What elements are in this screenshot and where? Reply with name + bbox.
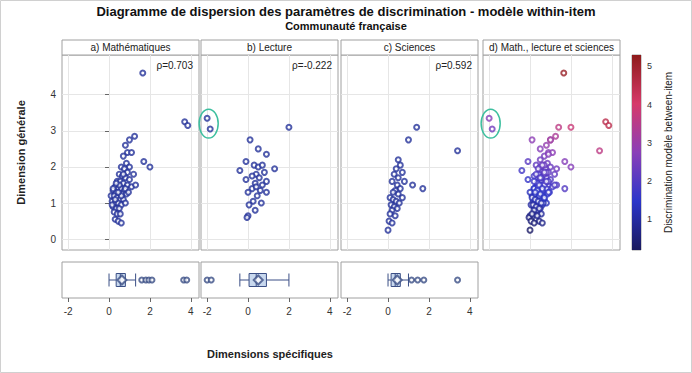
svg-text:-2: -2: [64, 306, 73, 317]
svg-text:b) Lecture: b) Lecture: [247, 42, 292, 53]
svg-text:4: 4: [327, 306, 333, 317]
svg-text:0: 0: [50, 234, 56, 245]
svg-text:a) Mathématiques: a) Mathématiques: [90, 42, 170, 53]
svg-text:-2: -2: [203, 306, 212, 317]
svg-text:ρ=-0.222: ρ=-0.222: [292, 60, 332, 71]
svg-text:2: 2: [647, 176, 652, 186]
svg-text:2: 2: [426, 306, 432, 317]
svg-text:d) Math., lecture et sciences: d) Math., lecture et sciences: [489, 42, 614, 53]
svg-text:2: 2: [286, 306, 292, 317]
svg-text:1: 1: [50, 198, 56, 209]
svg-text:Dimension générale: Dimension générale: [15, 100, 27, 205]
svg-text:4: 4: [467, 306, 473, 317]
svg-text:3: 3: [647, 138, 652, 148]
svg-text:3: 3: [50, 125, 56, 136]
svg-text:1: 1: [647, 214, 652, 224]
svg-text:5: 5: [647, 61, 652, 71]
svg-text:4: 4: [50, 89, 56, 100]
svg-text:0: 0: [245, 306, 251, 317]
svg-text:Communauté française: Communauté française: [285, 20, 407, 32]
svg-text:2: 2: [50, 161, 56, 172]
svg-text:ρ=0.592: ρ=0.592: [435, 60, 472, 71]
svg-text:Discrimination modèle between-: Discrimination modèle between-item: [663, 72, 674, 233]
svg-text:4: 4: [647, 100, 652, 110]
svg-text:0: 0: [106, 306, 112, 317]
svg-text:2: 2: [147, 306, 153, 317]
svg-text:ρ=0.703: ρ=0.703: [156, 60, 193, 71]
svg-text:0: 0: [385, 306, 391, 317]
svg-text:-2: -2: [343, 306, 352, 317]
svg-text:4: 4: [188, 306, 194, 317]
svg-text:c) Sciences: c) Sciences: [384, 42, 436, 53]
svg-text:Dimensions spécifiques: Dimensions spécifiques: [207, 348, 333, 360]
svg-text:Diagramme de dispersion des pa: Diagramme de dispersion des paramètres d…: [96, 4, 595, 19]
